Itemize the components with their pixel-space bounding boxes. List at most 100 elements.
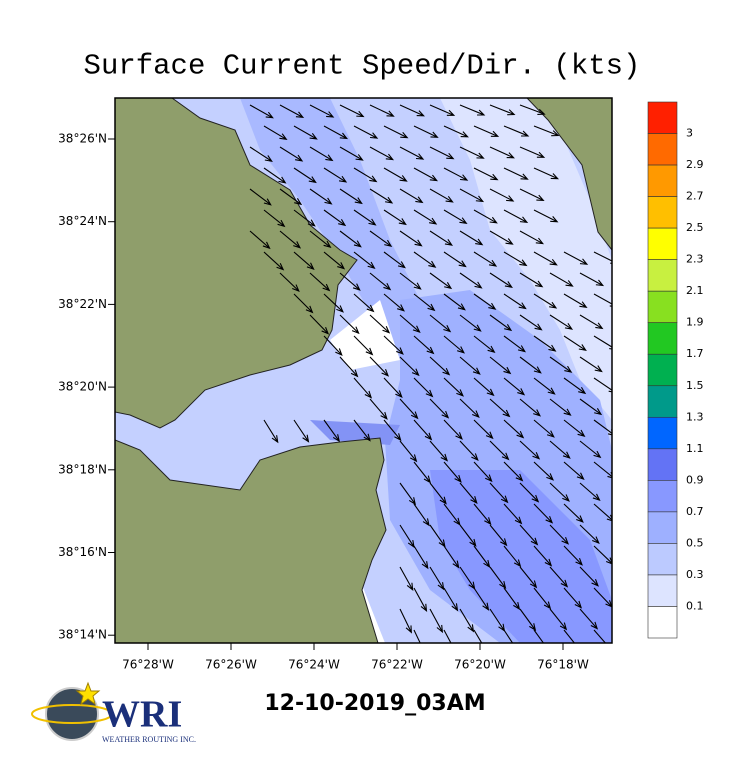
- colorbar-label: 1.1: [686, 442, 704, 455]
- arrow: [413, 125, 439, 138]
- timestamp: 12-10-2019_03AM: [264, 691, 485, 716]
- arrow: [309, 188, 333, 205]
- arrow: [489, 272, 513, 288]
- colorbar-swatch: [647, 606, 678, 639]
- arrow: [323, 293, 344, 313]
- colorbar-label: 3: [686, 127, 693, 140]
- arrow: [563, 545, 583, 566]
- arrow: [473, 545, 491, 568]
- arrow: [353, 419, 371, 442]
- arrow: [443, 251, 467, 268]
- arrow: [309, 272, 331, 292]
- arrow: [279, 230, 302, 249]
- arrow: [533, 251, 558, 266]
- arrow: [293, 293, 314, 314]
- arrow: [533, 167, 560, 180]
- arrow: [429, 146, 455, 160]
- arrow: [413, 545, 429, 570]
- arrow: [579, 524, 600, 544]
- arrow: [593, 251, 612, 264]
- arrow: [399, 440, 418, 463]
- current-arrows: [249, 104, 612, 643]
- arrow: [519, 482, 540, 503]
- arrow: [563, 251, 589, 265]
- arrow: [413, 629, 421, 643]
- arrow: [459, 440, 479, 461]
- arrow: [353, 377, 373, 399]
- arrow: [399, 104, 425, 117]
- colorbar-label: 1.9: [686, 316, 704, 329]
- arrow: [473, 503, 492, 526]
- arrow: [443, 167, 469, 181]
- arrow: [383, 209, 407, 226]
- arrow: [293, 167, 317, 184]
- arrow: [383, 377, 403, 399]
- y-tick-label: 38°26'N: [58, 132, 107, 146]
- arrow: [489, 524, 508, 547]
- colorbar-label: 2.1: [686, 284, 704, 297]
- arrow: [503, 419, 525, 439]
- arrow: [443, 377, 464, 397]
- colorbar-swatch: [647, 259, 678, 292]
- colorbar-swatch: [647, 196, 678, 229]
- water-fast: [430, 470, 612, 643]
- x-tick-label: 76°22'W: [371, 658, 423, 672]
- arrow: [413, 293, 436, 312]
- arrow: [339, 356, 359, 378]
- arrow: [533, 545, 553, 567]
- arrow: [339, 104, 365, 118]
- arrow: [413, 587, 428, 613]
- arrow: [533, 335, 557, 352]
- arrow: [503, 629, 514, 643]
- arrow: [459, 272, 483, 289]
- arrow: [369, 188, 394, 204]
- arrow: [503, 335, 526, 353]
- arrow: [489, 482, 509, 504]
- arrow: [413, 167, 439, 182]
- arrow: [563, 629, 576, 643]
- colorbar-swatch: [647, 574, 678, 607]
- arrow: [519, 524, 539, 546]
- arrow: [549, 272, 574, 287]
- arrow: [383, 125, 409, 139]
- arrow: [473, 629, 483, 643]
- arrow: [519, 146, 546, 158]
- arrow: [399, 398, 419, 420]
- arrow: [279, 104, 305, 119]
- x-tick-label: 76°20'W: [454, 658, 506, 672]
- arrow: [593, 545, 612, 565]
- arrow: [473, 377, 495, 397]
- arrow: [519, 314, 543, 331]
- arrow: [353, 167, 378, 183]
- arrow: [533, 461, 554, 481]
- colorbar-swatch: [647, 133, 678, 166]
- colorbar-swatch: [647, 353, 678, 387]
- colorbar: 3 2.9 2.7 2.5 2.3 2.1 1.9 1.7 1.5 1.3 1.1 0.9 0.7 0.5…: [647, 101, 704, 639]
- arrow: [339, 314, 360, 335]
- arrow: [369, 104, 395, 117]
- arrow: [459, 188, 485, 203]
- arrow: [353, 251, 376, 269]
- arrow: [579, 398, 603, 416]
- arrow: [549, 608, 568, 631]
- logo-star: [75, 681, 101, 706]
- arrow: [503, 545, 522, 568]
- arrow: [383, 251, 406, 269]
- arrow: [459, 608, 475, 633]
- arrow: [549, 314, 574, 330]
- arrow: [519, 440, 541, 460]
- arrow: [549, 356, 573, 373]
- arrow: [353, 125, 379, 139]
- arrow: [473, 167, 499, 181]
- arrow: [309, 104, 335, 118]
- arrow: [249, 146, 273, 163]
- arrow: [263, 125, 288, 141]
- arrow: [443, 629, 452, 643]
- arrow: [429, 566, 445, 591]
- arrow: [533, 503, 554, 524]
- y-tick-label: 38°16'N: [58, 545, 107, 559]
- arrow: [533, 629, 545, 643]
- arrow: [369, 146, 395, 161]
- arrow: [263, 209, 286, 228]
